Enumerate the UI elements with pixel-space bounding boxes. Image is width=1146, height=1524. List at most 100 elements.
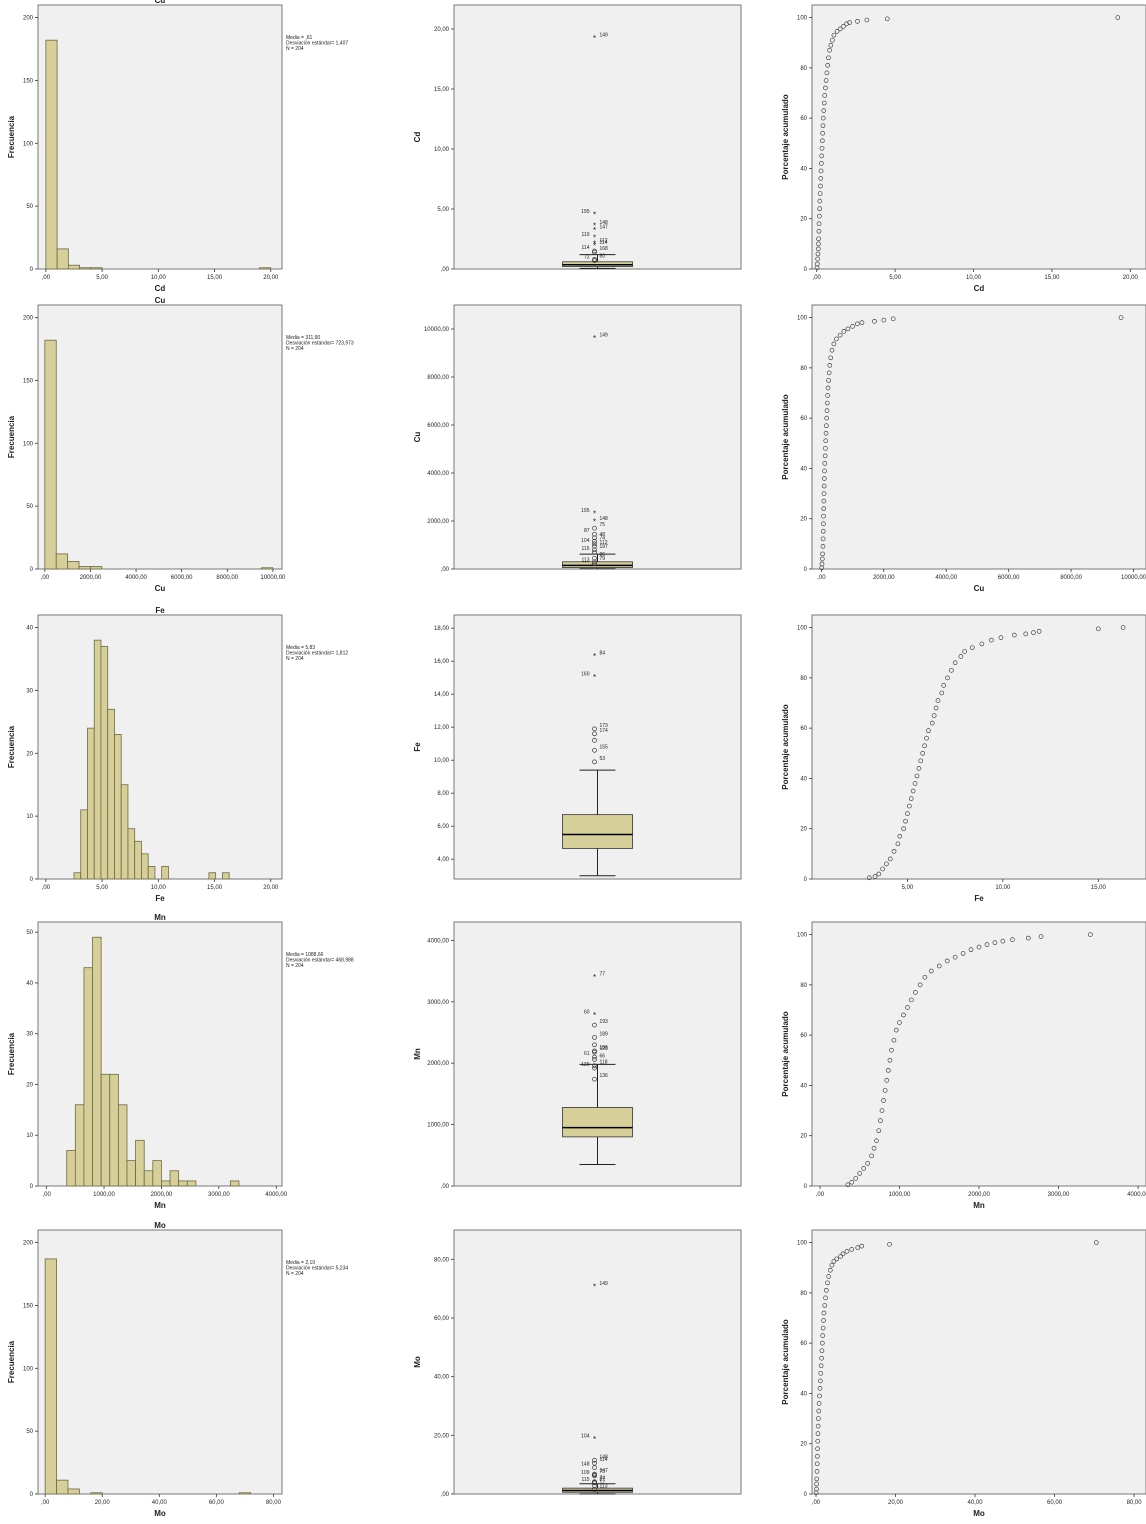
stats-line: N = 204	[286, 1271, 304, 1277]
x-tick-label: 6000,00	[998, 575, 1020, 581]
y-tick-label: 150	[23, 78, 34, 84]
scatter-point	[1087, 932, 1093, 937]
x-axis-label: Mn	[973, 1201, 985, 1210]
scatter-point	[884, 16, 890, 22]
y-tick-label: 30	[26, 688, 33, 694]
y-tick-label: 50	[26, 930, 33, 936]
scatter-point	[820, 536, 826, 542]
outlier-label: 147	[600, 225, 609, 231]
scatter-point	[952, 954, 958, 960]
scatter-point	[826, 370, 832, 376]
x-tick-label: 80,00	[266, 1500, 282, 1506]
scatter-point	[817, 1393, 822, 1399]
scatter-point	[880, 866, 885, 872]
y-tick-label: 20,00	[434, 27, 450, 33]
outlier-circle	[592, 1022, 597, 1028]
histogram-bar	[147, 866, 156, 880]
scatter-point	[1000, 938, 1006, 944]
extreme-outlier-star: *	[593, 518, 596, 527]
histogram-bar	[229, 1180, 240, 1187]
outlier-label: 109	[581, 1470, 590, 1476]
scatter-point	[817, 206, 823, 212]
histogram-bar	[222, 872, 230, 880]
y-tick-label: 1000,00	[427, 1123, 449, 1129]
histogram-bar	[79, 267, 92, 270]
outlier-label: 168	[600, 246, 609, 252]
scatter-point	[821, 1318, 826, 1323]
outlier-circle	[592, 1054, 597, 1060]
scatter-point	[816, 236, 821, 242]
stats-line: N = 204	[286, 346, 304, 352]
scatter-point	[830, 37, 835, 43]
scatter-point	[903, 818, 908, 824]
outlier-label: 53	[600, 756, 606, 762]
y-tick-label: 40	[800, 1391, 807, 1397]
scatter-point	[824, 423, 829, 429]
scatter-point	[828, 42, 834, 48]
scatter-point	[819, 138, 825, 144]
stats-line: Media = 2,19	[286, 1260, 315, 1266]
scatter-point	[819, 161, 824, 166]
scatter-point	[909, 997, 914, 1003]
scatter-point	[861, 1166, 867, 1171]
scatter-point	[822, 468, 827, 474]
scatter-point	[820, 544, 826, 549]
y-tick-label: 20	[800, 517, 807, 523]
histogram-bar	[117, 1104, 128, 1187]
y-tick-label: 0	[804, 567, 808, 573]
scatter-point	[847, 20, 852, 25]
y-axis-label: Fe	[413, 742, 422, 752]
x-tick-label: 60,00	[209, 1500, 225, 1506]
outlier-circle	[592, 1035, 597, 1040]
y-tick-label: 60	[800, 116, 807, 122]
histogram-bar	[87, 727, 95, 880]
extreme-outlier-star: *	[593, 1435, 596, 1444]
x-tick-label: 2000,00	[151, 1192, 173, 1198]
scatter-point	[823, 1287, 829, 1293]
scatter-point	[992, 940, 998, 945]
scatter-point	[879, 1108, 885, 1113]
extreme-outlier-star: *	[593, 1011, 596, 1020]
plot-area	[453, 304, 742, 570]
histogram-bar	[100, 1073, 111, 1187]
scatter-point	[897, 1020, 902, 1025]
extreme-outlier-star: *	[593, 211, 596, 220]
chart-bar-4-0: 0 50 100 150 200 ,00 20,00 40,00 60,00 80,00 Frecu…	[7, 1221, 348, 1518]
scatter-point	[815, 1446, 820, 1452]
extreme-outlier-star: *	[593, 652, 596, 661]
y-tick-label: ,00	[441, 267, 450, 273]
scatter-point	[818, 1370, 824, 1376]
outlier-circle	[592, 1460, 597, 1466]
histogram-bar	[67, 561, 80, 570]
x-tick-label: ,00	[813, 275, 822, 281]
scatter-point	[820, 1333, 826, 1338]
y-tick-label: 16,00	[434, 659, 450, 665]
outlier-label: 114	[600, 240, 608, 246]
y-tick-label: 150	[23, 1303, 34, 1309]
scatter-point	[816, 228, 822, 234]
outlier-label: 174	[600, 728, 609, 734]
scatter-point	[821, 513, 826, 519]
scatter-point	[905, 1005, 910, 1010]
y-axis-label: Frecuencia	[7, 415, 16, 458]
outlier-label: 75	[600, 522, 606, 528]
scatter-point	[924, 735, 929, 741]
scatter-point	[941, 683, 947, 688]
y-tick-label: 6000,00	[427, 423, 449, 429]
scatter-point	[819, 153, 825, 159]
outlier-label: 87	[600, 1476, 606, 1482]
y-tick-label: 0	[30, 1492, 34, 1498]
scatter-point	[827, 1267, 833, 1273]
scatter-point	[887, 1057, 893, 1063]
scatter-point	[1011, 632, 1017, 638]
outlier-label: 118	[600, 1060, 608, 1066]
outlier-label: 84	[600, 650, 606, 656]
extreme-outlier-star: *	[593, 973, 596, 982]
y-tick-label: 80,00	[434, 1257, 450, 1263]
scatter-point	[823, 430, 829, 436]
scatter-point	[891, 848, 897, 854]
histogram-bar	[80, 809, 88, 880]
scatter-point	[831, 1259, 837, 1264]
